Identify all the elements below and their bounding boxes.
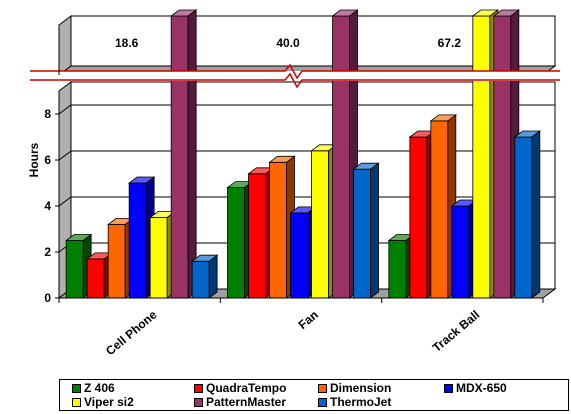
legend-swatch xyxy=(194,383,203,393)
bar xyxy=(352,162,380,299)
x-tick-label: Cell Phone xyxy=(103,307,160,358)
y-tick-label: 0 xyxy=(44,291,51,305)
break-line-top xyxy=(30,63,560,80)
gridline xyxy=(58,196,555,207)
bar xyxy=(513,130,542,299)
legend-item: MDX-650 xyxy=(444,381,507,395)
legend-label: ThermoJet xyxy=(330,395,392,409)
axes xyxy=(55,25,544,303)
y-axis-label: Hours xyxy=(27,142,41,177)
axis-break-marker xyxy=(20,63,571,89)
data-label: 40.0 xyxy=(276,36,300,50)
bar xyxy=(492,9,521,299)
y-tick-label: 8 xyxy=(44,107,51,121)
legend-item: Viper si2 xyxy=(72,395,134,409)
legend-item: Dimension xyxy=(318,381,391,395)
x-tick-label: Fan xyxy=(296,308,321,332)
data-label: 18.6 xyxy=(115,36,139,50)
legend-swatch xyxy=(318,383,327,393)
legend-item: Z 406 xyxy=(72,381,115,395)
bar xyxy=(169,9,198,299)
legend-item: ThermoJet xyxy=(318,395,391,409)
y-tick-label: 4 xyxy=(44,199,51,213)
legend-swatch xyxy=(72,383,81,393)
legend-label: PatternMaster xyxy=(206,395,287,409)
legend-item: PatternMaster xyxy=(194,395,286,409)
legend-label: Z 406 xyxy=(84,381,115,395)
legend-item: QuadraTempo xyxy=(194,381,286,395)
legend-label: Viper si2 xyxy=(84,395,134,409)
legend-label: QuadraTempo xyxy=(206,381,287,395)
break-line-bottom xyxy=(30,72,560,89)
x-tick-label: Track Ball xyxy=(430,308,482,355)
legend: Z 406 QuadraTempo Dimension MDX-650 Viper si… xyxy=(59,379,569,411)
legend-label: MDX-650 xyxy=(456,381,507,395)
bar xyxy=(190,254,219,299)
y-tick-label: 2 xyxy=(44,245,51,259)
bars xyxy=(64,9,542,299)
y-tick-label: 6 xyxy=(44,153,51,167)
legend-swatch xyxy=(72,397,81,407)
data-label: 67.2 xyxy=(438,36,462,50)
legend-swatch xyxy=(444,383,453,393)
legend-label: Dimension xyxy=(330,381,392,395)
legend-swatch xyxy=(318,397,327,407)
gridline xyxy=(58,104,555,115)
bar xyxy=(331,9,359,299)
side-wall-upper xyxy=(58,15,72,76)
legend-swatch xyxy=(194,397,203,407)
gridline xyxy=(58,150,555,161)
